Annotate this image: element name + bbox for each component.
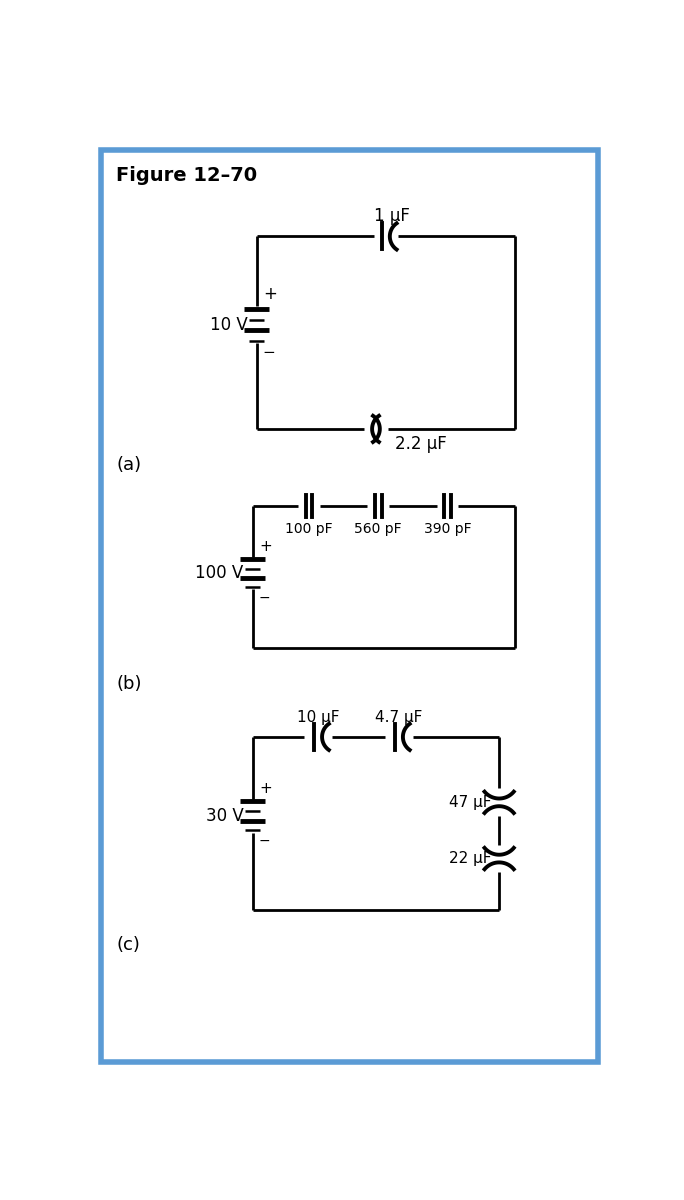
Text: (a): (a) — [116, 456, 142, 474]
Text: 10 μF: 10 μF — [297, 709, 339, 725]
Text: +: + — [263, 286, 276, 304]
Text: (b): (b) — [116, 676, 142, 694]
Text: 560 pF: 560 pF — [354, 522, 402, 536]
Text: 1 μF: 1 μF — [374, 206, 410, 224]
Text: 10 V: 10 V — [209, 316, 248, 334]
Text: −: − — [259, 590, 271, 605]
Text: Figure 12–70: Figure 12–70 — [116, 166, 258, 185]
Text: +: + — [259, 781, 272, 796]
Text: 30 V: 30 V — [206, 806, 244, 824]
Text: 100 V: 100 V — [195, 564, 244, 582]
Text: 100 pF: 100 pF — [285, 522, 333, 536]
Text: −: − — [263, 344, 276, 360]
Text: 390 pF: 390 pF — [424, 522, 471, 536]
Text: (c): (c) — [116, 936, 140, 954]
Text: 47 μF: 47 μF — [449, 794, 492, 810]
FancyBboxPatch shape — [101, 150, 598, 1062]
Text: +: + — [259, 539, 272, 554]
Text: 22 μF: 22 μF — [449, 851, 492, 866]
Text: 4.7 μF: 4.7 μF — [376, 709, 423, 725]
Text: −: − — [259, 834, 271, 848]
Text: 2.2 μF: 2.2 μF — [395, 436, 447, 454]
